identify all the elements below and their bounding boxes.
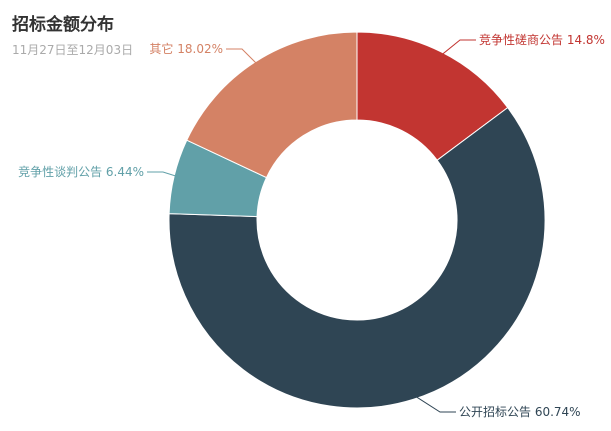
slice-3[interactable] — [186, 31, 358, 179]
leader-line-2 — [147, 171, 181, 178]
leader-line-0 — [438, 39, 476, 58]
slice-label-1: 公开招标公告 60.74% — [459, 405, 581, 419]
chart-title: 招标金额分布 — [12, 15, 114, 35]
slice-label-3: 其它 18.02% — [149, 41, 223, 56]
slice-label-2: 竞争性谈判公告 6.44% — [18, 165, 144, 179]
slice-label-0: 竞争性磋商公告 14.8% — [479, 32, 605, 47]
slice-1[interactable] — [168, 106, 546, 409]
chart-subtitle: 11月27日至12月03日 — [12, 43, 134, 57]
leader-line-1 — [411, 393, 456, 413]
leader-line-3 — [226, 48, 260, 67]
